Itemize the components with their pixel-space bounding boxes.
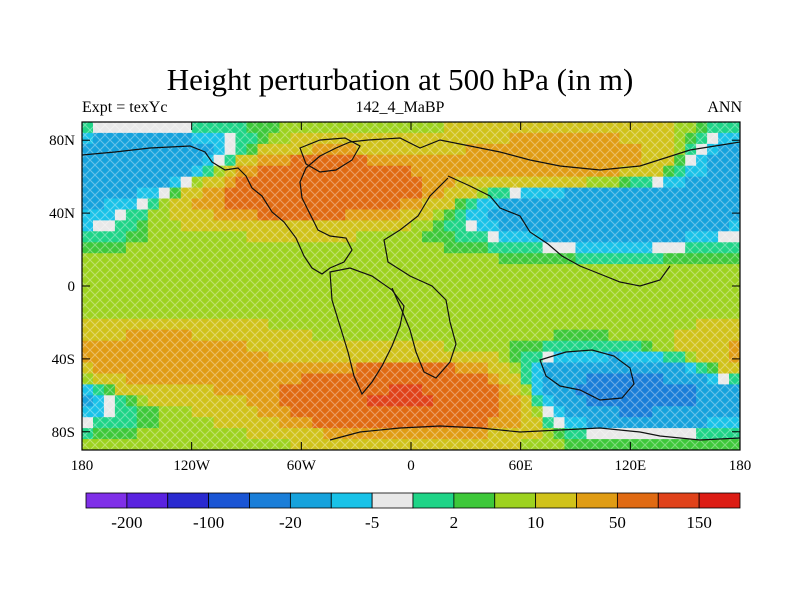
axis-layer: 180 120W 60W 0 60E 120E 180 80N 40N 0 40S 80S xyxy=(49,122,751,474)
x-tick-label: 60W xyxy=(287,458,317,474)
y-tick-label: 80N xyxy=(49,133,75,149)
coastline-layer xyxy=(82,137,740,441)
y-tick-label: 0 xyxy=(68,279,76,295)
colorbar-swatch xyxy=(453,492,496,509)
colorbar-swatch xyxy=(167,492,210,509)
x-tick-label: 120W xyxy=(173,458,211,474)
colorbar-swatch xyxy=(657,492,700,509)
hatch-overlay xyxy=(82,122,740,450)
experiment-label: Expt = texYc xyxy=(82,99,168,116)
coastline-north-america xyxy=(82,139,369,275)
y-tick-label: 80S xyxy=(52,425,75,441)
colorbar-label: 10 xyxy=(527,513,544,532)
coastline-australia xyxy=(539,349,635,401)
run-label: 142_4_MaBP xyxy=(355,99,445,116)
x-tick-label: 180 xyxy=(71,458,94,474)
y-tick-label: 40N xyxy=(49,206,75,222)
colorbar-swatch xyxy=(208,492,250,509)
chart-title: Height perturbation at 500 hPa (in m) xyxy=(166,62,634,97)
colorbar-swatch xyxy=(85,492,128,509)
colorbar-swatch xyxy=(535,492,577,509)
season-label: ANN xyxy=(707,99,742,116)
colorbar-label: 50 xyxy=(609,513,626,532)
colorbar-swatch xyxy=(576,492,618,509)
colorbar-label: 2 xyxy=(450,513,459,532)
colorbar-swatch xyxy=(698,492,741,509)
colorbar-swatch xyxy=(126,492,169,509)
colorbar-swatch xyxy=(249,492,291,509)
colorbar: -200 -100 -20 -5 2 10 50 150 xyxy=(85,492,741,532)
x-tick-label: 0 xyxy=(407,458,415,474)
colorbar-swatch xyxy=(371,492,414,509)
y-tick-label: 40S xyxy=(52,352,75,368)
colorbar-swatch xyxy=(412,492,455,509)
coastline-eurasia-africa xyxy=(367,137,740,379)
colorbar-swatch xyxy=(616,492,659,509)
colorbar-label: -20 xyxy=(279,513,302,532)
x-tick-label: 120E xyxy=(614,458,646,474)
colorbar-label: -200 xyxy=(111,513,142,532)
coastline-south-america xyxy=(329,267,405,396)
colorbar-swatch xyxy=(330,492,373,509)
x-tick-label: 60E xyxy=(509,458,533,474)
colorbar-label: -5 xyxy=(365,513,379,532)
coastline-greenland xyxy=(299,137,361,173)
colorbar-label: -100 xyxy=(193,513,224,532)
coastline-antarctica xyxy=(329,425,740,441)
colorbar-swatch xyxy=(289,492,332,509)
colorbar-swatch xyxy=(494,492,537,509)
x-tick-label: 180 xyxy=(729,458,752,474)
colorbar-label: 150 xyxy=(686,513,712,532)
